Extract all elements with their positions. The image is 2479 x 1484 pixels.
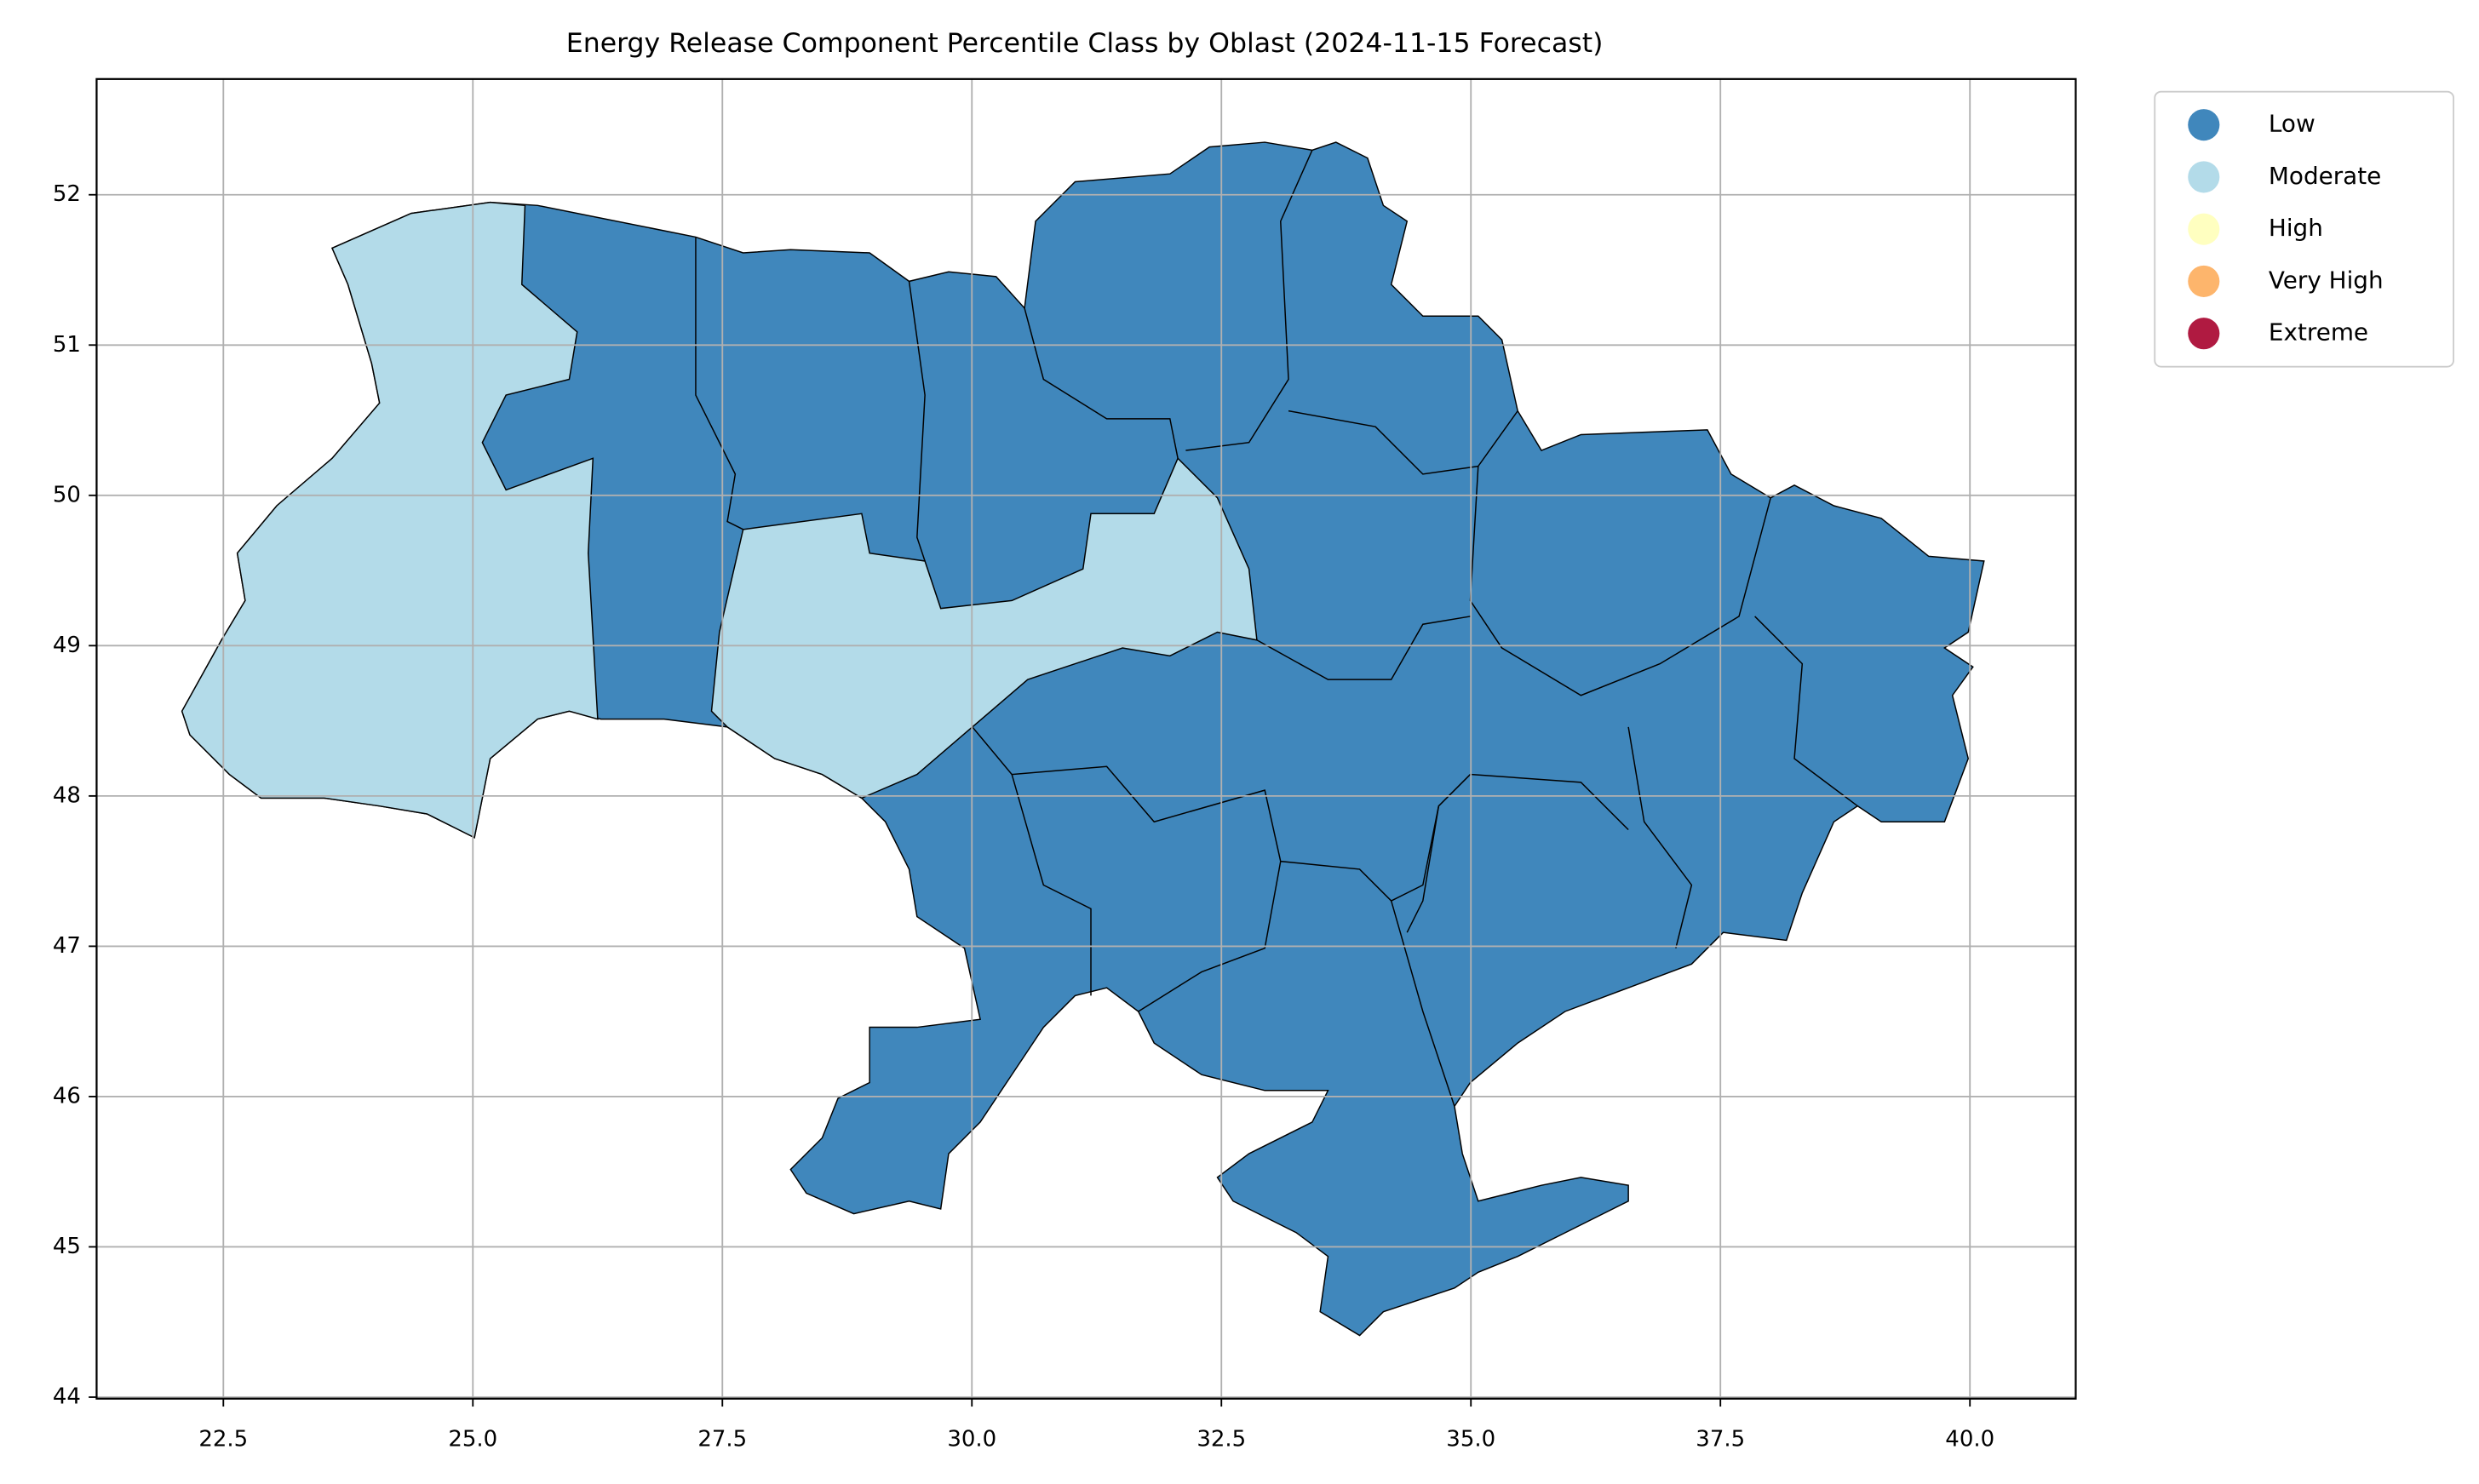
- region-border: [1011, 774, 1092, 996]
- region-border: [1754, 616, 1858, 807]
- legend-box: [2154, 90, 2455, 368]
- x-tick-label: 30.0: [947, 1427, 996, 1452]
- region-border: [1406, 805, 1440, 933]
- x-tick-label: 40.0: [1945, 1427, 1994, 1452]
- region-border: [1390, 900, 1455, 1107]
- y-tick-label: 49: [53, 633, 81, 658]
- legend-label: High: [2269, 214, 2323, 242]
- region: [181, 141, 1985, 1337]
- region: [181, 201, 599, 839]
- region-border: [1185, 150, 1313, 451]
- x-tick-label: 27.5: [697, 1427, 747, 1452]
- plot-frame: [95, 77, 2077, 1400]
- region-border: [1138, 861, 1282, 1012]
- region-border: [1288, 410, 1478, 475]
- legend-label: Low: [2269, 110, 2315, 138]
- region-border: [1024, 307, 1179, 459]
- y-tick-label: 48: [53, 782, 81, 808]
- chart-title: Energy Release Component Percentile Clas…: [566, 28, 1604, 59]
- legend-marker: [2188, 213, 2220, 245]
- y-tick-label: 52: [53, 181, 81, 207]
- x-tick-label: 37.5: [1696, 1427, 1745, 1452]
- region-border: [695, 237, 743, 530]
- region-border: [1627, 726, 1693, 948]
- x-tick-label: 32.5: [1196, 1427, 1246, 1452]
- plot-area: [181, 141, 1985, 1337]
- legend-marker: [2188, 318, 2220, 350]
- y-tick-label: 44: [53, 1384, 81, 1409]
- legend-marker: [2188, 109, 2220, 141]
- y-tick-label: 51: [53, 332, 81, 358]
- legend-label: Very High: [2269, 266, 2384, 294]
- y-tick-label: 45: [53, 1234, 81, 1259]
- legend-label: Moderate: [2269, 162, 2381, 190]
- legend-marker: [2188, 161, 2220, 193]
- y-tick-label: 47: [53, 933, 81, 959]
- region-border: [1256, 616, 1471, 680]
- y-tick-label: 46: [53, 1083, 81, 1109]
- legend-marker: [2188, 265, 2220, 297]
- y-tick-label: 50: [53, 482, 81, 507]
- x-tick-label: 22.5: [198, 1427, 248, 1452]
- region-border: [908, 281, 926, 562]
- legend-label: Extreme: [2269, 318, 2368, 347]
- x-tick-label: 35.0: [1446, 1427, 1495, 1452]
- region: [710, 457, 1258, 799]
- x-tick-label: 25.0: [448, 1427, 497, 1452]
- region-border: [1469, 410, 1771, 696]
